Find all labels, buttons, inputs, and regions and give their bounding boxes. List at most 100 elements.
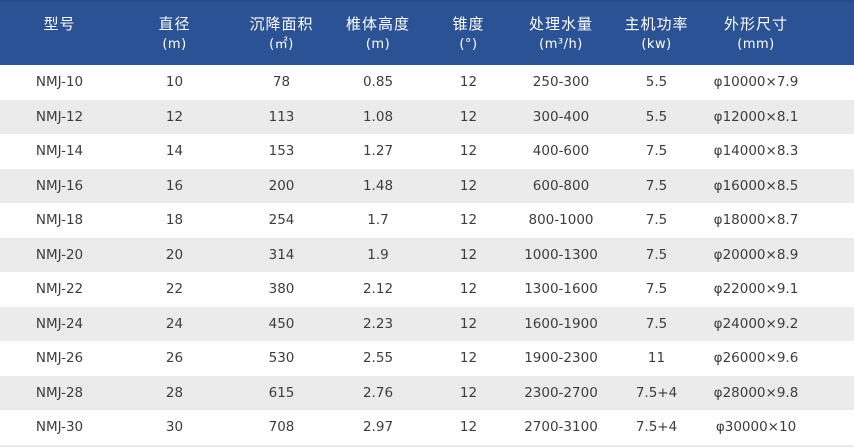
table-body: NMJ-10 10 78 0.85 12 250-300 5.5 φ10000×7.9 NMJ-… [0,65,854,445]
column-label: 主机功率 [624,15,689,33]
column-label: 直径 [158,15,191,33]
table-cell-taper: 12 [423,134,514,169]
column-label: 外形尺寸 [723,15,788,33]
column-unit: (mm) [737,37,775,52]
table-cell-taper: 12 [423,168,514,203]
table-cell-motor-power: 7.5 [608,237,705,272]
table-row: NMJ-28 28 615 2.76 12 2300-2700 7.5+4 φ28000×9.… [0,375,854,410]
table-cell-settling-area: 78 [230,65,333,100]
column-unit: (°) [459,37,478,52]
table-cell-settling-area: 113 [230,99,333,134]
table-cell-water-capacity: 1600-1900 [514,306,608,341]
table-cell-water-capacity: 300-400 [514,99,608,134]
table-row: NMJ-16 16 200 1.48 12 600-800 7.5 φ16000×8.5 [0,168,854,203]
column-unit: (m³/h) [539,37,583,52]
table-cell-motor-power: 5.5 [608,65,705,100]
table-cell-diameter: 14 [119,134,230,169]
table-cell-model: NMJ-24 [0,306,119,341]
table-cell-motor-power: 7.5 [608,272,705,307]
table-cell-motor-power: 5.5 [608,99,705,134]
table-cell-dimensions: φ14000×8.3 [705,134,854,169]
table-cell-dimensions: φ20000×8.9 [705,237,854,272]
table-cell-diameter: 10 [119,65,230,100]
table-row: NMJ-30 30 708 2.97 12 2700-3100 7.5+4 φ30000×10 [0,410,854,445]
table-cell-settling-area: 153 [230,134,333,169]
table-cell-model: NMJ-18 [0,203,119,238]
table-cell-dimensions: φ26000×9.6 [705,341,854,376]
table-cell-water-capacity: 1300-1600 [514,272,608,307]
table-cell-settling-area: 530 [230,341,333,376]
column-unit: (㎡) [269,37,294,52]
table-cell-taper: 12 [423,341,514,376]
table-cell-taper: 12 [423,203,514,238]
table-cell-motor-power: 7.5 [608,306,705,341]
table-cell-diameter: 28 [119,375,230,410]
table-cell-settling-area: 380 [230,272,333,307]
column-label: 沉降面积 [249,15,314,33]
table-cell-diameter: 30 [119,410,230,445]
table-cell-motor-power: 7.5+4 [608,375,705,410]
table-cell-model: NMJ-16 [0,168,119,203]
table-cell-model: NMJ-26 [0,341,119,376]
column-header-model: 型号 [0,0,119,65]
table-cell-cone-height: 1.9 [333,237,423,272]
table-cell-model: NMJ-22 [0,272,119,307]
table-cell-water-capacity: 2300-2700 [514,375,608,410]
table-cell-motor-power: 7.5+4 [608,410,705,445]
table-cell-diameter: 26 [119,341,230,376]
table-cell-model: NMJ-12 [0,99,119,134]
table-cell-diameter: 16 [119,168,230,203]
table-cell-cone-height: 2.76 [333,375,423,410]
table-cell-settling-area: 254 [230,203,333,238]
column-label: 型号 [43,15,76,33]
table-cell-cone-height: 2.97 [333,410,423,445]
table-cell-cone-height: 2.12 [333,272,423,307]
table-cell-water-capacity: 1900-2300 [514,341,608,376]
table-cell-cone-height: 2.23 [333,306,423,341]
table-cell-model: NMJ-14 [0,134,119,169]
table-cell-diameter: 20 [119,237,230,272]
table-cell-dimensions: φ18000×8.7 [705,203,854,238]
table-cell-taper: 12 [423,375,514,410]
table-row: NMJ-12 12 113 1.08 12 300-400 5.5 φ12000×8.1 [0,99,854,134]
table-cell-taper: 12 [423,99,514,134]
table-cell-dimensions: φ12000×8.1 [705,99,854,134]
table-cell-settling-area: 450 [230,306,333,341]
table-cell-dimensions: φ30000×10 [705,410,854,445]
table-cell-water-capacity: 1000-1300 [514,237,608,272]
table-cell-dimensions: φ16000×8.5 [705,168,854,203]
table-cell-cone-height: 0.85 [333,65,423,100]
table-header: 型号 直径 (m) 沉降面积 (㎡) 椎体高度 (m) 锥度 (°) [0,0,854,65]
table-cell-settling-area: 708 [230,410,333,445]
table-cell-water-capacity: 800-1000 [514,203,608,238]
table-row: NMJ-18 18 254 1.7 12 800-1000 7.5 φ18000×8.7 [0,203,854,238]
column-header-motor-power: 主机功率 (kw) [608,0,705,65]
column-header-cone-height: 椎体高度 (m) [333,0,423,65]
table-cell-taper: 12 [423,272,514,307]
column-header-diameter: 直径 (m) [119,0,230,65]
column-header-taper: 锥度 (°) [423,0,514,65]
column-label: 椎体高度 [345,15,410,33]
table-cell-water-capacity: 600-800 [514,168,608,203]
table-cell-model: NMJ-28 [0,375,119,410]
table-cell-water-capacity: 250-300 [514,65,608,100]
table-cell-taper: 12 [423,410,514,445]
table-cell-dimensions: φ24000×9.2 [705,306,854,341]
table-cell-motor-power: 11 [608,341,705,376]
table-cell-cone-height: 1.27 [333,134,423,169]
table-cell-diameter: 24 [119,306,230,341]
column-header-settling-area: 沉降面积 (㎡) [230,0,333,65]
table-cell-cone-height: 1.7 [333,203,423,238]
table-cell-taper: 12 [423,237,514,272]
column-unit: (m) [162,37,187,52]
table-row: NMJ-20 20 314 1.9 12 1000-1300 7.5 φ20000×8.9 [0,237,854,272]
table-cell-water-capacity: 400-600 [514,134,608,169]
table-row: NMJ-24 24 450 2.23 12 1600-1900 7.5 φ24000×9.2 [0,306,854,341]
table-row: NMJ-14 14 153 1.27 12 400-600 7.5 φ14000×8.3 [0,134,854,169]
table-cell-dimensions: φ28000×9.8 [705,375,854,410]
table-cell-model: NMJ-10 [0,65,119,100]
table-cell-motor-power: 7.5 [608,203,705,238]
column-label: 处理水量 [528,15,593,33]
